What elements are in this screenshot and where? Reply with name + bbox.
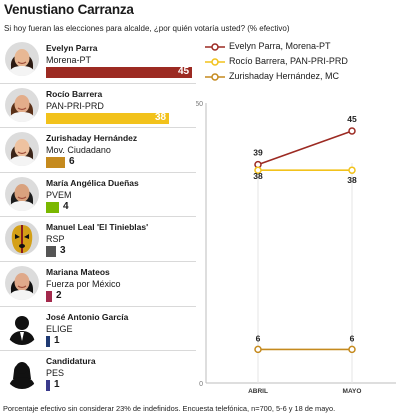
candidate-party: Mov. Ciudadano <box>46 145 111 156</box>
line-marker-icon <box>205 73 225 81</box>
data-label: 6 <box>256 333 261 343</box>
candidate-row: Evelyn Parra Morena-PT 45 <box>0 38 196 83</box>
data-label: 45 <box>347 114 357 124</box>
trend-line-chart: 0 50 ABRIL MAYO 39 45 38 38 6 6 <box>196 101 396 395</box>
masked-wrestler-icon <box>5 221 39 256</box>
bar-track: 2 <box>46 289 192 302</box>
legend-label: Zurishaday Hernández, MC <box>229 71 340 81</box>
footnote: Porcentaje efectivo sin considerar 23% d… <box>3 404 336 413</box>
bar-value-label: 38 <box>155 111 167 123</box>
candidate-name: Evelyn Parra <box>46 43 98 53</box>
woman-silhouette-icon <box>5 355 39 390</box>
bar-value-label: 6 <box>69 156 75 168</box>
y-tick-label: 50 <box>196 101 203 108</box>
data-label: 6 <box>350 333 355 343</box>
bar <box>46 112 169 124</box>
candidate-party: PVEM <box>46 189 72 200</box>
candidate-row: Mariana Mateos Fuerza por México 2 <box>0 260 196 306</box>
woman-portrait-icon <box>5 87 39 122</box>
bar-value-label: 45 <box>178 66 190 77</box>
candidate-row: Manuel Leal 'El Tinieblas' RSP 3 <box>0 216 196 261</box>
bar-track: 3 <box>46 245 192 258</box>
page-title: Venustiano Carranza <box>4 2 134 17</box>
candidate-party: Fuerza por México <box>46 278 121 289</box>
bar-track: 1 <box>46 379 192 392</box>
bar <box>46 380 50 392</box>
candidate-name: Manuel Leal 'El Tinieblas' <box>46 222 149 233</box>
bar <box>46 201 59 213</box>
candidate-name: Rocío Barrera <box>46 88 103 99</box>
candidate-name: Zurishaday Hernández <box>46 133 138 144</box>
bar-track: 45 <box>46 66 192 78</box>
candidate-row: José Antonio García ELIGE 1 <box>0 305 196 351</box>
series-point <box>348 166 356 174</box>
candidate-name: María Angélica Dueñas <box>46 177 139 188</box>
bar-value-label: 3 <box>60 245 66 257</box>
man-silhouette-icon <box>5 310 39 345</box>
bar <box>46 290 52 302</box>
x-tick-label: ABRIL <box>248 388 268 395</box>
series-point <box>254 345 262 354</box>
legend-label: Rocío Barrera, PAN-PRI-PRD <box>229 56 348 66</box>
candidate-party: ELIGE <box>46 323 73 334</box>
bar-track: 38 <box>46 111 192 124</box>
bar-value-label: 4 <box>63 200 69 212</box>
line-marker-icon <box>205 43 225 51</box>
bar <box>46 246 56 258</box>
data-label: 38 <box>253 171 263 181</box>
candidate-name: Mariana Mateos <box>46 266 110 277</box>
survey-question: Si hoy fueran las elecciones para alcald… <box>4 24 290 33</box>
candidate-row: Candidatura PES 1 <box>0 350 196 395</box>
bar <box>46 67 192 78</box>
candidate-party: PAN-PRI-PRD <box>46 100 104 111</box>
candidate-name: Candidatura <box>46 356 96 367</box>
woman-portrait-icon <box>5 132 39 167</box>
woman-portrait-icon <box>5 265 39 300</box>
data-label: 39 <box>253 148 263 158</box>
bar-value-label: 1 <box>54 334 60 346</box>
series-line <box>257 130 353 166</box>
candidate-bar-chart: Evelyn Parra Morena-PT 45 Rocío Barrera PAN-… <box>0 38 196 395</box>
candidate-row: Rocío Barrera PAN-PRI-PRD 38 <box>0 82 196 128</box>
x-tick-label: MAYO <box>343 388 362 395</box>
woman-portrait-icon <box>5 42 39 76</box>
candidate-row: María Angélica Dueñas PVEM 4 <box>0 171 196 217</box>
series-point <box>348 345 356 354</box>
data-label: 38 <box>347 175 357 185</box>
bar <box>46 335 50 347</box>
line-marker-icon <box>205 58 225 66</box>
candidate-party: RSP <box>46 234 65 245</box>
y-tick-label: 0 <box>199 381 203 388</box>
bar-value-label: 1 <box>54 379 60 391</box>
candidate-row: Zurishaday Hernández Mov. Ciudadano 6 <box>0 127 196 172</box>
candidate-party: PES <box>46 368 65 379</box>
candidate-party: Morena-PT <box>46 55 92 65</box>
bar-track: 4 <box>46 200 192 213</box>
bar <box>46 157 65 169</box>
series-point <box>348 127 356 135</box>
bar-track: 1 <box>46 334 192 347</box>
bar-value-label: 2 <box>56 289 62 301</box>
woman-portrait-icon <box>5 176 39 211</box>
series-point <box>254 166 262 174</box>
legend-label: Evelyn Parra, Morena-PT <box>229 41 331 51</box>
bar-track: 6 <box>46 156 192 169</box>
candidate-name: José Antonio García <box>46 311 129 322</box>
